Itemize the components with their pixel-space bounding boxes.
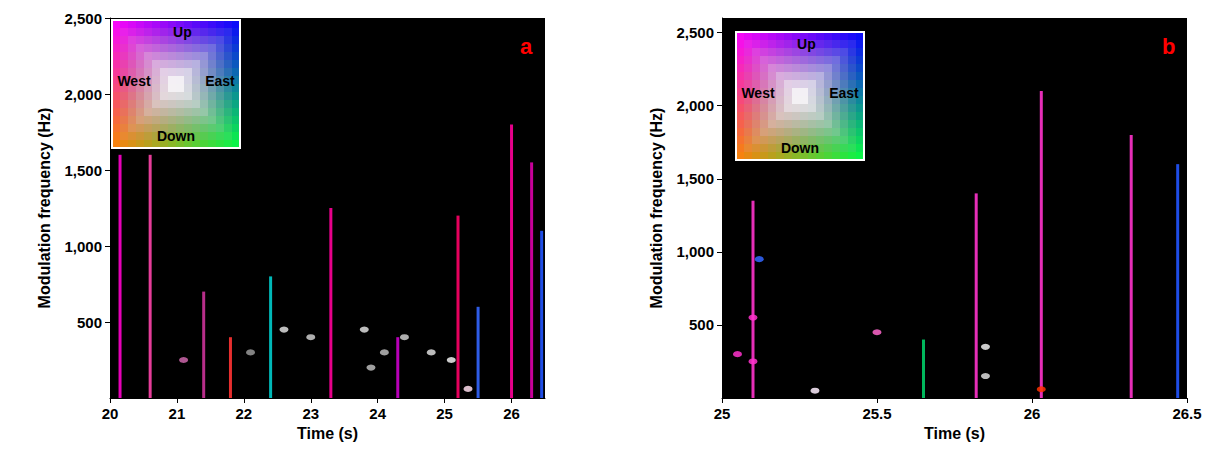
- svg-text:Modulation frequency (Hz): Modulation frequency (Hz): [648, 108, 665, 309]
- svg-text:Modulation frequency (Hz): Modulation frequency (Hz): [36, 108, 53, 309]
- svg-text:Down: Down: [157, 128, 195, 144]
- svg-text:26: 26: [503, 405, 520, 422]
- svg-text:25: 25: [714, 405, 731, 422]
- svg-text:26: 26: [1024, 405, 1041, 422]
- svg-text:West: West: [117, 73, 151, 89]
- svg-text:West: West: [741, 85, 775, 101]
- svg-text:2,500: 2,500: [64, 10, 102, 27]
- svg-text:500: 500: [77, 314, 102, 331]
- svg-text:23: 23: [302, 405, 319, 422]
- svg-text:Up: Up: [173, 24, 192, 40]
- svg-text:Down: Down: [781, 140, 819, 156]
- svg-text:1,000: 1,000: [64, 238, 102, 255]
- svg-text:East: East: [205, 73, 235, 89]
- svg-text:26.5: 26.5: [1172, 405, 1201, 422]
- svg-text:500: 500: [689, 316, 714, 333]
- svg-text:1,000: 1,000: [676, 243, 714, 260]
- svg-text:2,500: 2,500: [676, 24, 714, 41]
- svg-text:1,500: 1,500: [676, 170, 714, 187]
- svg-text:25: 25: [436, 405, 453, 422]
- svg-text:20: 20: [102, 405, 119, 422]
- svg-text:East: East: [829, 85, 859, 101]
- svg-text:22: 22: [236, 405, 253, 422]
- svg-text:b: b: [1162, 34, 1175, 59]
- svg-text:1,500: 1,500: [64, 162, 102, 179]
- svg-text:25.5: 25.5: [862, 405, 891, 422]
- svg-text:24: 24: [369, 405, 386, 422]
- svg-text:Time (s): Time (s): [924, 425, 985, 442]
- svg-text:2,000: 2,000: [64, 86, 102, 103]
- svg-text:a: a: [520, 34, 533, 59]
- svg-text:Time (s): Time (s): [297, 425, 358, 442]
- svg-text:Up: Up: [797, 36, 816, 52]
- svg-text:21: 21: [169, 405, 186, 422]
- svg-text:2,000: 2,000: [676, 97, 714, 114]
